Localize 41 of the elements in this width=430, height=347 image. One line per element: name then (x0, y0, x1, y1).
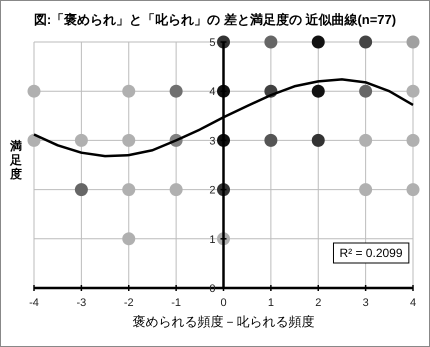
x-tick-label: 3 (362, 297, 369, 309)
x-tick-label: -3 (76, 297, 86, 309)
point (28, 84, 40, 98)
point (359, 134, 372, 147)
point (74, 183, 88, 196)
point (312, 134, 325, 147)
annotation: R² = 0.2099 (339, 246, 403, 260)
y-tick-label: 1 (209, 234, 216, 246)
point (359, 84, 372, 98)
x-axis-title: 褒められる頻度－叱られる頻度 (132, 314, 314, 329)
point (122, 232, 136, 246)
point (406, 84, 420, 98)
point (170, 183, 183, 196)
x-tick-label: -1 (171, 297, 182, 309)
y-axis-title: 満足度 (9, 139, 22, 181)
point (406, 36, 420, 48)
x-tick-label: 4 (410, 297, 416, 309)
point (312, 84, 325, 98)
x-tick-label: 2 (315, 297, 322, 309)
y-tick-label: 0 (209, 283, 216, 295)
x-tick-label: 0 (220, 297, 227, 309)
chart-title: 図:「褒められ」と「叱られ」の 差と満足度の 近似曲線(n=77) (34, 12, 396, 27)
y-tick-label: 2 (209, 184, 216, 197)
y-tick-label: 4 (209, 86, 216, 98)
point (122, 134, 136, 147)
point (170, 84, 183, 98)
x-tick-label: 1 (268, 297, 274, 309)
y-tick-label: 3 (209, 135, 216, 148)
x-tick-label: -4 (29, 297, 39, 309)
point (264, 134, 278, 147)
point (359, 183, 372, 196)
point (122, 84, 136, 98)
point (264, 36, 278, 48)
x-tick-label: -2 (124, 297, 134, 309)
point (359, 36, 372, 48)
point (406, 183, 420, 196)
y-tick-label: 5 (209, 37, 216, 49)
point (312, 36, 325, 48)
point (122, 183, 136, 196)
point (74, 134, 88, 147)
point (406, 134, 420, 147)
